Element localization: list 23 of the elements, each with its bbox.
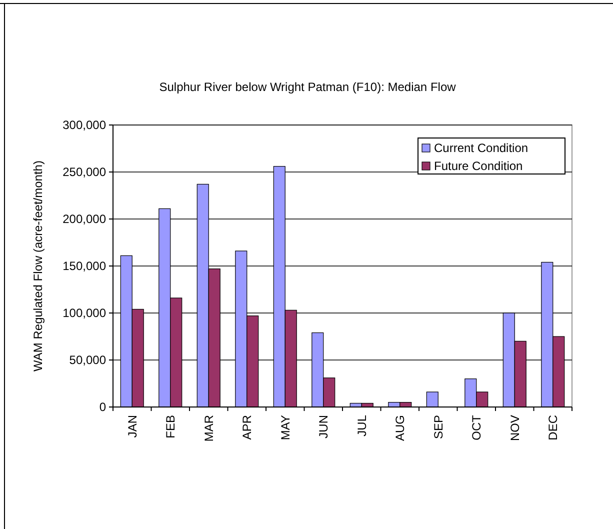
x-tick-label: NOV	[508, 415, 522, 442]
y-tick-label: 0	[99, 400, 106, 414]
x-tick-label: DEC	[546, 414, 560, 440]
y-tick-label: 150,000	[62, 259, 106, 274]
x-tick-label: AUG	[393, 415, 408, 442]
x-tick-label: MAR	[202, 414, 216, 442]
y-tick-label: 250,000	[62, 165, 106, 180]
legend-label: Current Condition	[434, 141, 528, 156]
x-tick-label: MAY	[278, 415, 292, 440]
y-tick-label: 50,000	[69, 353, 106, 368]
y-tick-label: 200,000	[62, 212, 106, 226]
x-tick-label: SEP	[431, 415, 446, 440]
x-tick-label: JAN	[125, 415, 140, 438]
x-tick-label: APR	[240, 414, 254, 440]
x-tick-label: JUN	[316, 415, 331, 438]
y-tick-label: 100,000	[62, 306, 106, 320]
chart-title: Sulphur River below Wright Patman (F10): Median Flow	[159, 80, 456, 94]
legend-label: Future Condition	[434, 159, 523, 174]
x-tick-label: FEB	[164, 415, 178, 438]
y-tick-label: 300,000	[62, 118, 106, 132]
y-axis-title: WAM Regulated Flow (acre-feet/month)	[31, 160, 45, 372]
x-tick-label: JUL	[354, 414, 369, 436]
x-tick-label: OCT	[470, 414, 484, 440]
